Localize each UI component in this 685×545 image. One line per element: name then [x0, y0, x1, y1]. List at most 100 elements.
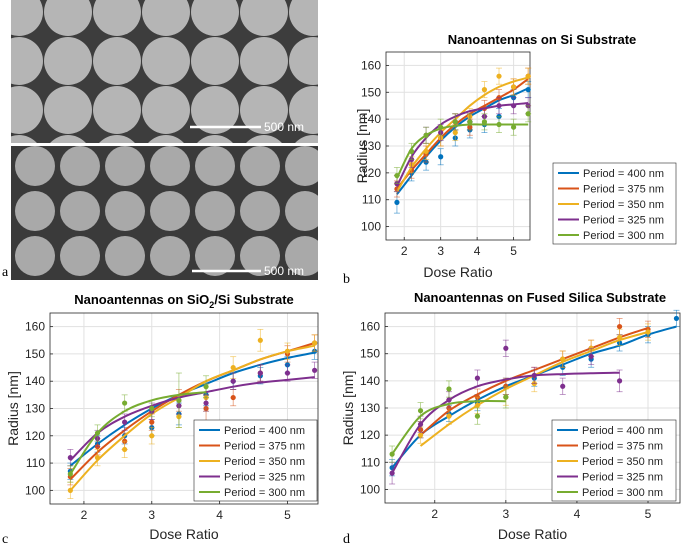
data-point [496, 73, 502, 79]
data-point [312, 340, 318, 346]
nanodisk [11, 135, 37, 143]
data-point [474, 413, 481, 419]
nanodisk [11, 86, 43, 134]
scale-label-top: 500 nm [264, 120, 304, 134]
x-tick-label: 4 [574, 507, 581, 521]
nanodisk [11, 0, 43, 36]
fit-line [396, 123, 529, 179]
x-tick-label: 2 [431, 507, 438, 521]
y-axis-label: Radius [nm] [354, 109, 370, 184]
nanodisk [44, 86, 92, 134]
series-325nm [389, 339, 623, 485]
data-point [560, 383, 566, 389]
x-tick-label: 5 [645, 507, 652, 521]
data-point [446, 386, 452, 392]
fit-line [69, 376, 315, 462]
y-tick-label: 110 [361, 455, 380, 469]
nanodisk [93, 37, 141, 85]
data-point [467, 119, 473, 125]
nanodisk [289, 37, 318, 85]
data-point [525, 111, 531, 117]
y-tick-label: 100 [25, 483, 45, 497]
panel-letter-a: a [2, 265, 9, 280]
data-point [149, 433, 155, 439]
legend-entry: Period = 375 nm [224, 441, 305, 453]
legend-entry: Period = 350 nm [582, 456, 663, 468]
legend-entry: Period = 300 nm [583, 230, 664, 242]
chart-title-text: Nanoantennas on Fused Silica Substrate [414, 290, 666, 305]
nanodisk [195, 236, 235, 276]
nanodisk [195, 146, 235, 186]
nanodisk [240, 86, 288, 134]
nanodisk [15, 191, 55, 231]
legend-entry: Period = 350 nm [224, 456, 305, 468]
x-tick-label: 3 [437, 244, 444, 258]
legend: Period = 400 nm Period = 375 nm Period = 3… [551, 419, 677, 502]
y-tick-label: 120 [25, 429, 45, 443]
panel-letter-c: c [2, 532, 8, 545]
nanodisk [197, 135, 233, 143]
x-tick-label: 3 [148, 508, 155, 522]
data-point [481, 119, 488, 125]
x-tick-label: 3 [502, 507, 509, 521]
data-point [474, 375, 481, 381]
data-point [503, 345, 509, 351]
legend-entry: Period = 325 nm [583, 215, 664, 227]
series-300nm [67, 372, 210, 483]
x-tick-label: 5 [510, 244, 517, 258]
series-375nm [393, 67, 532, 198]
legend-entry: Period = 400 nm [582, 425, 663, 437]
data-point [510, 124, 517, 130]
data-point [122, 446, 128, 453]
legend-entry: Period = 300 nm [582, 487, 663, 499]
legend: Period = 400 nm Period = 375 nm Period = 3… [552, 162, 677, 245]
data-point [312, 367, 318, 373]
chart-title: Nanoantennas on SiO2/Si Substrate [74, 292, 294, 310]
y-tick-label: 160 [361, 58, 381, 72]
data-point [417, 432, 424, 438]
nanodisk [191, 37, 239, 85]
nanodisk [93, 0, 141, 36]
y-tick-label: 110 [362, 193, 381, 207]
data-point [616, 378, 623, 384]
x-tick-label: 2 [401, 244, 408, 258]
y-tick-label: 140 [361, 112, 381, 126]
y-tick-label: 140 [25, 374, 45, 388]
data-point [588, 353, 594, 360]
nanodisk [191, 86, 239, 134]
fit-line [396, 76, 529, 193]
nanodisk [60, 191, 100, 231]
data-point [438, 154, 444, 160]
legend-entry: Period = 375 nm [582, 441, 663, 453]
chart-sio2-substrate: 2 3 4 5 100 110 120 130 140 150 160 Nanoantennas on… [5, 292, 319, 542]
data-point [673, 315, 680, 322]
y-tick-label: 150 [361, 85, 381, 99]
nanodisk [105, 146, 145, 186]
legend-entry: Period = 400 nm [583, 168, 664, 180]
x-tick-label: 4 [216, 508, 223, 522]
chart-title-subscript: 2 [209, 300, 214, 310]
nanodisk [150, 236, 190, 276]
nanodisk [150, 146, 190, 186]
data-point [203, 400, 209, 406]
nanodisk [148, 135, 184, 143]
legend-entry: Period = 325 nm [582, 472, 663, 484]
nanodisk [240, 0, 288, 36]
data-point [176, 397, 182, 403]
chart-si-substrate: 2 3 4 5 100 110 120 130 140 150 160 Nanoantennas on… [354, 32, 677, 280]
data-point [203, 384, 209, 390]
nanodisk [285, 191, 318, 231]
data-point [510, 84, 517, 90]
scale-label-bottom: 500 nm [264, 264, 304, 278]
nanodisk [105, 191, 145, 231]
data-point [230, 394, 236, 401]
nanodisk [195, 191, 235, 231]
y-tick-label: 130 [361, 139, 381, 153]
nanodisk [191, 0, 239, 36]
sem-image-bottom: 500 nm [11, 146, 318, 280]
y-tick-label: 130 [25, 402, 45, 416]
fit-line [391, 371, 620, 474]
series-300nm [389, 380, 509, 463]
nanodisk [246, 135, 282, 143]
